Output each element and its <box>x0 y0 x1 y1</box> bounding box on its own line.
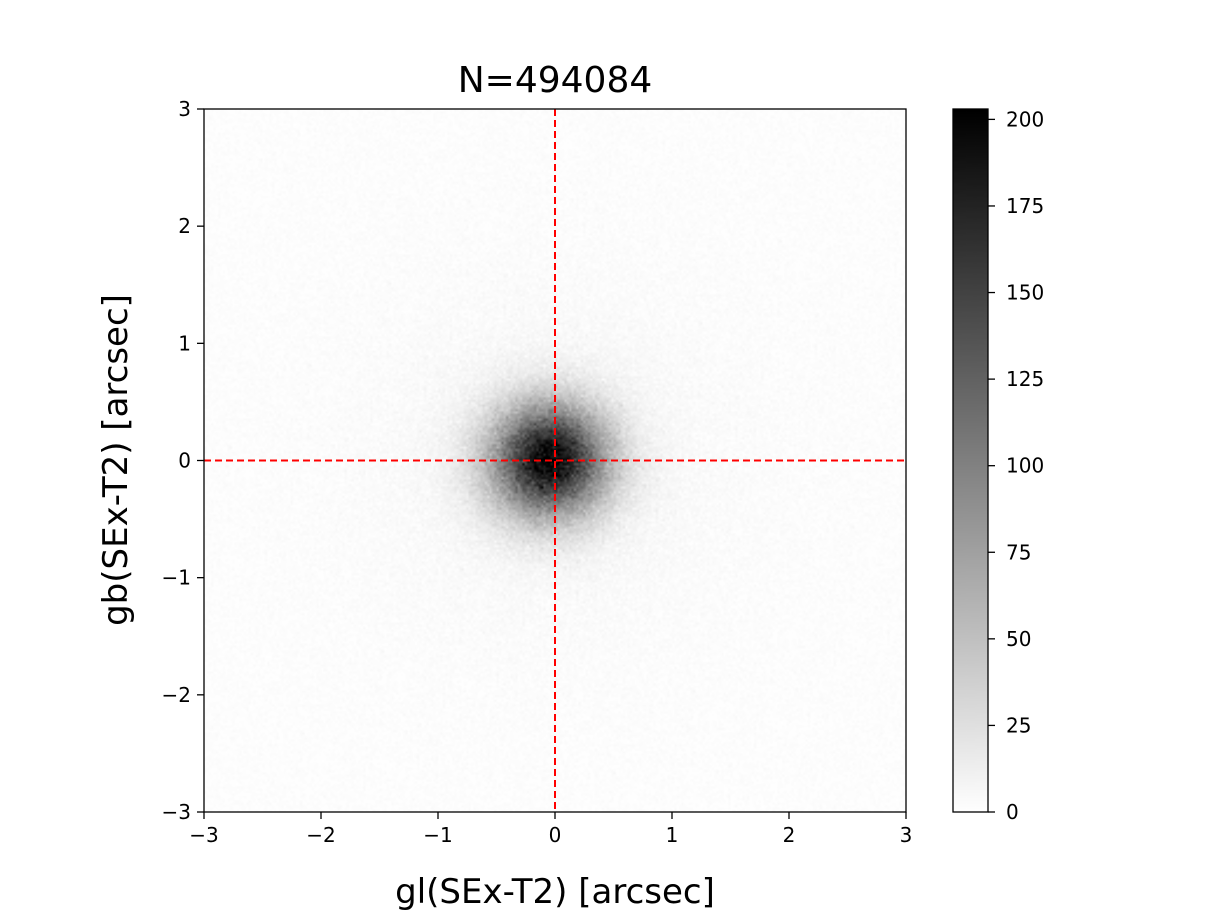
x-tick-label: 3 <box>900 823 913 847</box>
colorbar-tick-label: 150 <box>1006 281 1044 305</box>
x-tick-label: −2 <box>306 823 335 847</box>
colorbar-tick-label: 175 <box>1006 194 1044 218</box>
y-axis: −3 −2 −1 0 1 2 3 <box>162 97 204 824</box>
colorbar-tick-label: 25 <box>1006 713 1031 737</box>
y-axis-label: gb(SEx-T2) [arcsec] <box>96 294 136 626</box>
colorbar-tick-label: 125 <box>1006 367 1044 391</box>
x-tick-label: −3 <box>189 823 218 847</box>
y-tick-label: −3 <box>162 800 191 824</box>
x-tick-label: −1 <box>423 823 452 847</box>
colorbar-tick-label: 100 <box>1006 454 1044 478</box>
y-tick-label: 3 <box>178 97 191 121</box>
colorbar-tick-label: 50 <box>1006 627 1031 651</box>
colorbar-ticks: 0 25 50 75 100 125 150 175 200 <box>988 107 1044 824</box>
colorbar-tick-label: 200 <box>1006 107 1044 131</box>
x-tick-label: 0 <box>549 823 562 847</box>
colorbar-tick-label: 75 <box>1006 540 1031 564</box>
x-axis: −3 −2 −1 0 1 2 3 <box>189 812 912 847</box>
chart-title: N=494084 <box>458 60 653 101</box>
colorbar-tick-label: 0 <box>1006 800 1019 824</box>
reference-lines <box>204 109 906 812</box>
y-tick-label: 1 <box>178 331 191 355</box>
y-tick-label: −2 <box>162 683 191 707</box>
colorbar: 0 25 50 75 100 125 150 175 200 <box>952 107 1044 824</box>
colorbar-frame <box>952 108 989 813</box>
x-tick-label: 1 <box>666 823 679 847</box>
y-tick-label: 2 <box>178 214 191 238</box>
y-tick-label: 0 <box>178 449 191 473</box>
x-tick-label: 2 <box>783 823 796 847</box>
x-axis-label: gl(SEx-T2) [arcsec] <box>395 872 715 912</box>
colorbar-gradient <box>953 109 988 812</box>
plot-area <box>203 108 907 813</box>
y-tick-label: −1 <box>162 566 191 590</box>
